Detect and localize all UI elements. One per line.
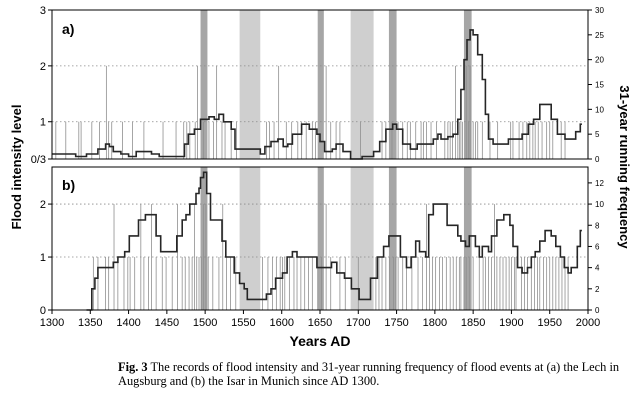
x-tick-label: 1600 (269, 317, 293, 329)
right-tick-label: 12 (595, 179, 604, 188)
x-tick-label: 1950 (537, 317, 561, 329)
shaded-period-1740 (388, 167, 397, 310)
left-tick-label: 2 (40, 61, 46, 73)
shaded-period-1690 (350, 10, 374, 159)
x-tick-label: 1900 (499, 317, 523, 329)
right-tick-label: 25 (595, 31, 604, 40)
x-tick-label: 1700 (346, 317, 370, 329)
left-tick-label: 2 (40, 199, 46, 211)
flood-events (55, 65, 569, 310)
shaded-period-1838 (463, 10, 472, 159)
x-tick-label: 1550 (231, 317, 255, 329)
right-tick-label: 6 (595, 242, 600, 251)
shaded-period-1545 (239, 10, 261, 159)
shaded-period-1647 (317, 10, 324, 159)
figure-caption: Fig. 3 The records of flood intensity an… (118, 360, 633, 388)
x-tick-label: 1800 (423, 317, 447, 329)
right-tick-label: 8 (595, 221, 600, 230)
figure-caption-label: Fig. 3 (118, 360, 148, 374)
shaded-periods (200, 10, 472, 310)
x-tick-label: 1300 (40, 317, 64, 329)
x-tick-label: 1450 (155, 317, 179, 329)
x-tick-label: 1850 (461, 317, 485, 329)
right-tick-label: 10 (595, 105, 604, 114)
x-tick-label: 1400 (116, 317, 140, 329)
x-tick-label: 1650 (308, 317, 332, 329)
left-tick-label: 1 (40, 252, 46, 264)
right-tick-label: 30 (595, 6, 604, 15)
shaded-period-1647 (317, 167, 324, 310)
shaded-period-1740 (388, 10, 397, 159)
right-tick-label: 0 (595, 306, 600, 315)
x-tick-label: 1500 (193, 317, 217, 329)
shaded-period-1690 (350, 167, 374, 310)
right-tick-label: 2 (595, 285, 600, 294)
left-tick-label: 0 (40, 305, 46, 317)
figure-caption-text: The records of flood intensity and 31-ye… (118, 360, 620, 388)
y-axis-label-right: 31-year running frequency (617, 85, 632, 249)
right-tick-label: 4 (595, 264, 600, 273)
right-tick-label: 10 (595, 200, 604, 209)
y-axis-label-left: Flood intensity level (9, 105, 24, 230)
x-tick-label: 2000 (576, 317, 600, 329)
x-axis-label: Years AD (290, 333, 351, 349)
right-tick-label: 20 (595, 56, 604, 65)
right-tick-label: 0 (595, 155, 600, 164)
x-tick-label: 1350 (78, 317, 102, 329)
shaded-period-1545 (239, 167, 261, 310)
running-frequency-line (52, 29, 582, 160)
running-frequency-lines (52, 29, 582, 311)
panel-label-a: a) (62, 21, 74, 37)
shaded-period-1838 (463, 167, 472, 310)
running-frequency-line (86, 171, 582, 311)
right-tick-label: 15 (595, 81, 604, 90)
x-tick-label: 1750 (384, 317, 408, 329)
left-tick-label: 3 (40, 5, 46, 17)
panel-label-b: b) (62, 177, 75, 193)
right-tick-label: 5 (595, 130, 600, 139)
shaded-period-1494 (200, 10, 208, 159)
left-tick-label: 1 (40, 117, 46, 129)
left-tick-label: 0/3 (31, 154, 46, 166)
